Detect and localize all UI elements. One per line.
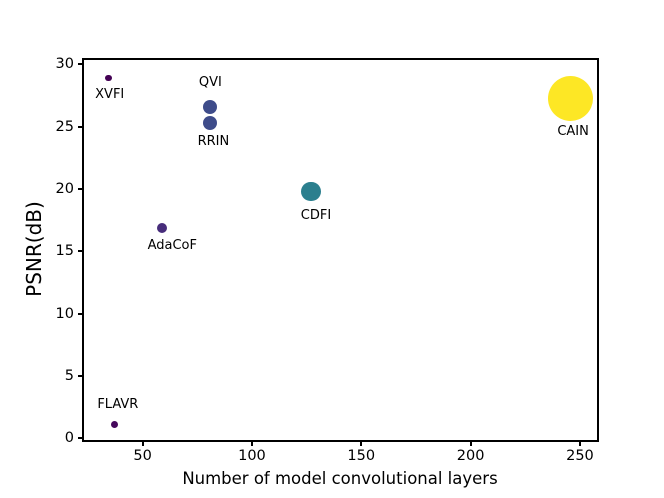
scatter-point [547,75,593,121]
y-tick-mark [78,188,84,191]
x-tick-label: 250 [566,448,594,464]
y-tick-mark [78,437,84,440]
y-tick-mark [78,125,84,128]
y-tick-mark [78,250,84,253]
x-tick-label: 150 [347,448,376,464]
scatter-point [203,115,218,130]
y-tick-mark [78,63,84,66]
point-label: RRIN [197,133,230,149]
point-label: QVI [198,74,222,90]
x-tick-mark [141,440,144,446]
point-label: CAIN [557,123,589,139]
scatter-point [157,222,168,233]
x-tick-mark [469,440,472,446]
x-tick-label: 50 [133,448,152,464]
x-axis-label: Number of model convolutional layers [182,469,498,488]
x-tick-mark [360,440,363,446]
plot-area: 50 100 150 200 250 0 5 10 15 20 25 30 XVFI FLAVR AdaCo… [56,56,599,464]
y-tick-label: 30 [55,56,74,73]
point-label: XVFI [95,87,125,103]
y-tick-label: 5 [64,368,74,385]
scatter-point [301,181,321,202]
y-tick-label: 10 [55,305,74,322]
point-label: CDFI [300,208,332,224]
y-tick-mark [78,375,84,378]
x-tick-mark [578,440,581,446]
scatter-point [203,99,218,114]
x-tick-label: 200 [456,448,485,464]
scatter-point [105,74,113,82]
scatter-point [111,421,119,429]
point-label: AdaCoF [147,237,197,253]
x-tick-mark [250,440,253,446]
y-tick-label: 25 [55,118,74,135]
x-tick-label: 100 [238,448,266,464]
y-tick-label: 0 [64,430,74,447]
point-label: FLAVR [97,397,139,413]
y-tick-label: 20 [55,181,74,198]
y-axis-label: PSNR(dB) [22,201,46,297]
y-tick-mark [78,312,84,315]
y-tick-label: 15 [55,243,74,260]
